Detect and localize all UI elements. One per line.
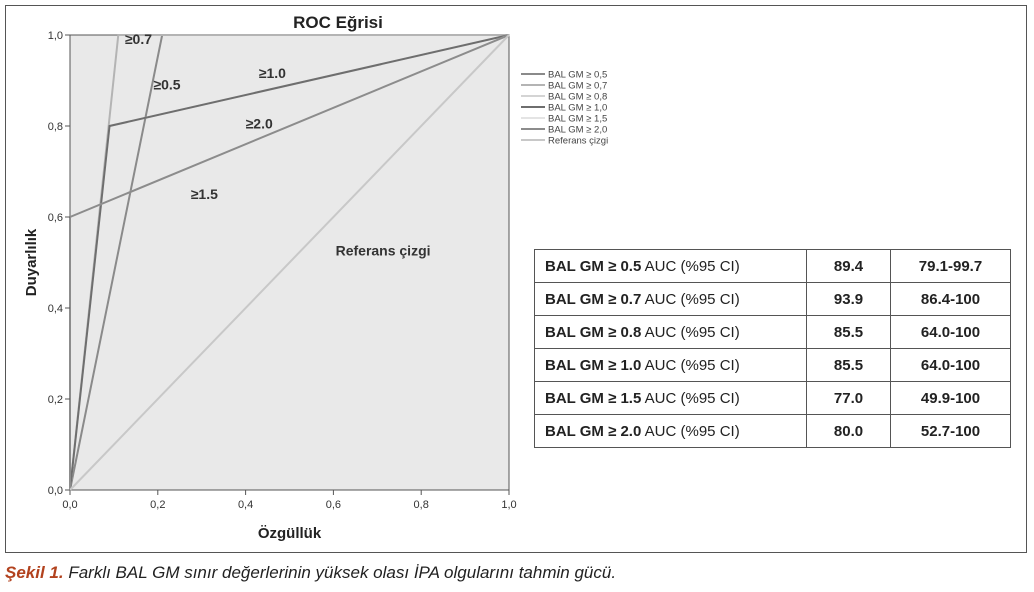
row-metric: AUC (%95 CI) [644, 389, 740, 407]
row-label-marker: BAL GM [545, 356, 604, 374]
row-threshold: ≥ 1.5 [608, 389, 642, 407]
x-tick-label: 0,4 [238, 499, 253, 511]
y-tick-label: 1,0 [48, 30, 63, 42]
row-label-marker: BAL GM [545, 290, 604, 308]
series-line-3 [69, 34, 510, 491]
ci-value: 64.0-100 [890, 348, 1011, 382]
table-row: BAL GM ≥ 0.5 AUC (%95 CI) 89.4 79.1-99.7 [534, 249, 1011, 283]
figure-frame: 0,0 0,0 0,2 0,2 0,4 0,4 0,6 0,6 0,8 0,8 1,0 1,0 ≥0.… [5, 5, 1027, 553]
auc-value: 80.0 [806, 414, 891, 448]
auc-value: 93.9 [806, 282, 891, 316]
row-label: BAL GM ≥ 0.7 AUC (%95 CI) [534, 282, 807, 316]
annotation-5: Referans çizgi [336, 243, 431, 259]
y-axis-label: Duyarlılık [23, 228, 40, 296]
ci-value: 64.0-100 [890, 315, 1011, 349]
ci-value: 86.4-100 [890, 282, 1011, 316]
series-line-6 [69, 34, 510, 491]
auc-table: BAL GM ≥ 0.5 AUC (%95 CI) 89.4 79.1-99.7 BA… [534, 249, 1011, 448]
auc-value: 85.5 [806, 315, 891, 349]
table-row: BAL GM ≥ 0.8 AUC (%95 CI) 85.5 64.0-100 [534, 315, 1011, 349]
annotation-2: ≥1.0 [259, 65, 286, 81]
legend-entry: BAL GM ≥ 2,0 [548, 125, 607, 136]
row-metric: AUC (%95 CI) [644, 257, 740, 275]
row-label: BAL GM ≥ 1.5 AUC (%95 CI) [534, 381, 807, 415]
figure-caption: Şekil 1. Farklı BAL GM sınır değerlerini… [5, 563, 616, 583]
y-tick-label: 0,0 [48, 485, 63, 497]
row-threshold: ≥ 2.0 [608, 422, 642, 440]
row-threshold: ≥ 0.7 [608, 290, 642, 308]
x-tick-label: 0,6 [326, 499, 341, 511]
row-label-marker: BAL GM [545, 323, 604, 341]
legend-entry: BAL GM ≥ 1,0 [548, 103, 607, 114]
x-tick-label: 0,8 [414, 499, 429, 511]
ci-value: 52.7-100 [890, 414, 1011, 448]
auc-value: 77.0 [806, 381, 891, 415]
legend-entry: BAL GM ≥ 0,5 [548, 70, 607, 81]
row-metric: AUC (%95 CI) [644, 290, 740, 308]
row-threshold: ≥ 1.0 [608, 356, 642, 374]
legend-entry: BAL GM ≥ 1,5 [548, 114, 607, 125]
row-threshold: ≥ 0.5 [608, 257, 642, 275]
figure-label: Şekil 1. [5, 563, 64, 582]
x-tick-label: 1,0 [501, 499, 516, 511]
row-label: BAL GM ≥ 2.0 AUC (%95 CI) [534, 414, 807, 448]
y-tick-label: 0,6 [48, 212, 63, 224]
row-metric: AUC (%95 CI) [644, 323, 740, 341]
annotation-4: ≥1.5 [191, 186, 218, 202]
row-label: BAL GM ≥ 1.0 AUC (%95 CI) [534, 348, 807, 382]
legend-entry: BAL GM ≥ 0,7 [548, 81, 607, 92]
x-axis-label: Özgüllük [258, 525, 322, 542]
auc-value: 85.5 [806, 348, 891, 382]
legend-entry: BAL GM ≥ 0,8 [548, 92, 607, 103]
row-threshold: ≥ 0.8 [608, 323, 642, 341]
table-row: BAL GM ≥ 1.0 AUC (%95 CI) 85.5 64.0-100 [534, 348, 1011, 382]
y-tick-label: 0,2 [48, 394, 63, 406]
table-row: BAL GM ≥ 1.5 AUC (%95 CI) 77.0 49.9-100 [534, 381, 1011, 415]
annotation-1: ≥0.5 [153, 77, 180, 93]
row-metric: AUC (%95 CI) [644, 422, 740, 440]
ci-value: 79.1-99.7 [890, 249, 1011, 283]
row-label: BAL GM ≥ 0.5 AUC (%95 CI) [534, 249, 807, 283]
row-label-marker: BAL GM [545, 257, 604, 275]
ci-value: 49.9-100 [890, 381, 1011, 415]
x-tick-label: 0,0 [62, 499, 77, 511]
caption-text: Farklı BAL GM sınır değerlerinin yüksek … [63, 563, 617, 582]
roc-chart: 0,0 0,0 0,2 0,2 0,4 0,4 0,6 0,6 0,8 0,8 1,0 1,0 ≥0.… [23, 13, 608, 542]
table-row: BAL GM ≥ 2.0 AUC (%95 CI) 80.0 52.7-100 [534, 414, 1011, 448]
table-row: BAL GM ≥ 0.7 AUC (%95 CI) 93.9 86.4-100 [534, 282, 1011, 316]
y-tick-label: 0,4 [48, 303, 63, 315]
annotation-3: ≥2.0 [246, 115, 273, 131]
row-label: BAL GM ≥ 0.8 AUC (%95 CI) [534, 315, 807, 349]
y-tick-label: 0,8 [48, 121, 63, 133]
row-metric: AUC (%95 CI) [644, 356, 740, 374]
x-tick-label: 0,2 [150, 499, 165, 511]
annotation-0: ≥0.7 [125, 31, 152, 47]
chart-title: ROC Eğrisi [293, 13, 383, 32]
auc-value: 89.4 [806, 249, 891, 283]
legend-entry: Referans çizgi [548, 136, 608, 147]
row-label-marker: BAL GM [545, 389, 604, 407]
row-label-marker: BAL GM [545, 422, 604, 440]
